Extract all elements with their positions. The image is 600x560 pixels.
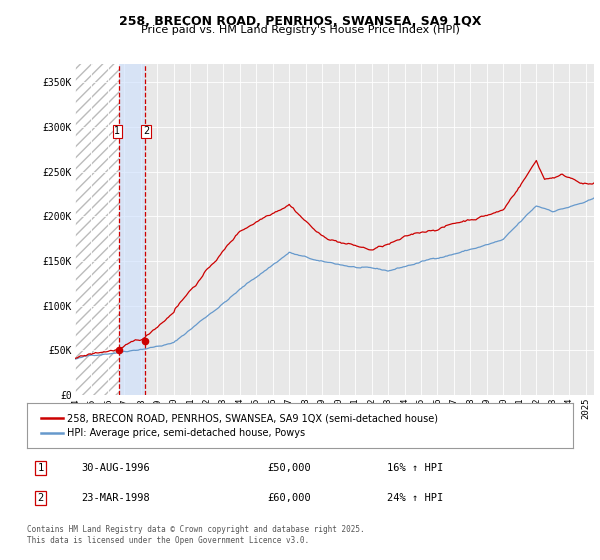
Text: Contains HM Land Registry data © Crown copyright and database right 2025.
This d: Contains HM Land Registry data © Crown c… (27, 525, 365, 545)
Text: 1: 1 (38, 463, 44, 473)
Text: 258, BRECON ROAD, PENRHOS, SWANSEA, SA9 1QX: 258, BRECON ROAD, PENRHOS, SWANSEA, SA9 … (119, 15, 481, 27)
Text: 23-MAR-1998: 23-MAR-1998 (82, 493, 151, 503)
Text: £60,000: £60,000 (267, 493, 311, 503)
Bar (119, 64, 145, 395)
Text: Price paid vs. HM Land Registry's House Price Index (HPI): Price paid vs. HM Land Registry's House … (140, 25, 460, 35)
Text: 1: 1 (114, 127, 121, 137)
Text: 24% ↑ HPI: 24% ↑ HPI (388, 493, 443, 503)
Text: 2: 2 (38, 493, 44, 503)
Text: 2: 2 (143, 127, 149, 137)
Legend: 258, BRECON ROAD, PENRHOS, SWANSEA, SA9 1QX (semi-detached house), HPI: Average : 258, BRECON ROAD, PENRHOS, SWANSEA, SA9 … (37, 409, 442, 442)
Bar (75, 64, 119, 395)
Text: 16% ↑ HPI: 16% ↑ HPI (388, 463, 443, 473)
Text: £50,000: £50,000 (267, 463, 311, 473)
Text: 30-AUG-1996: 30-AUG-1996 (82, 463, 151, 473)
